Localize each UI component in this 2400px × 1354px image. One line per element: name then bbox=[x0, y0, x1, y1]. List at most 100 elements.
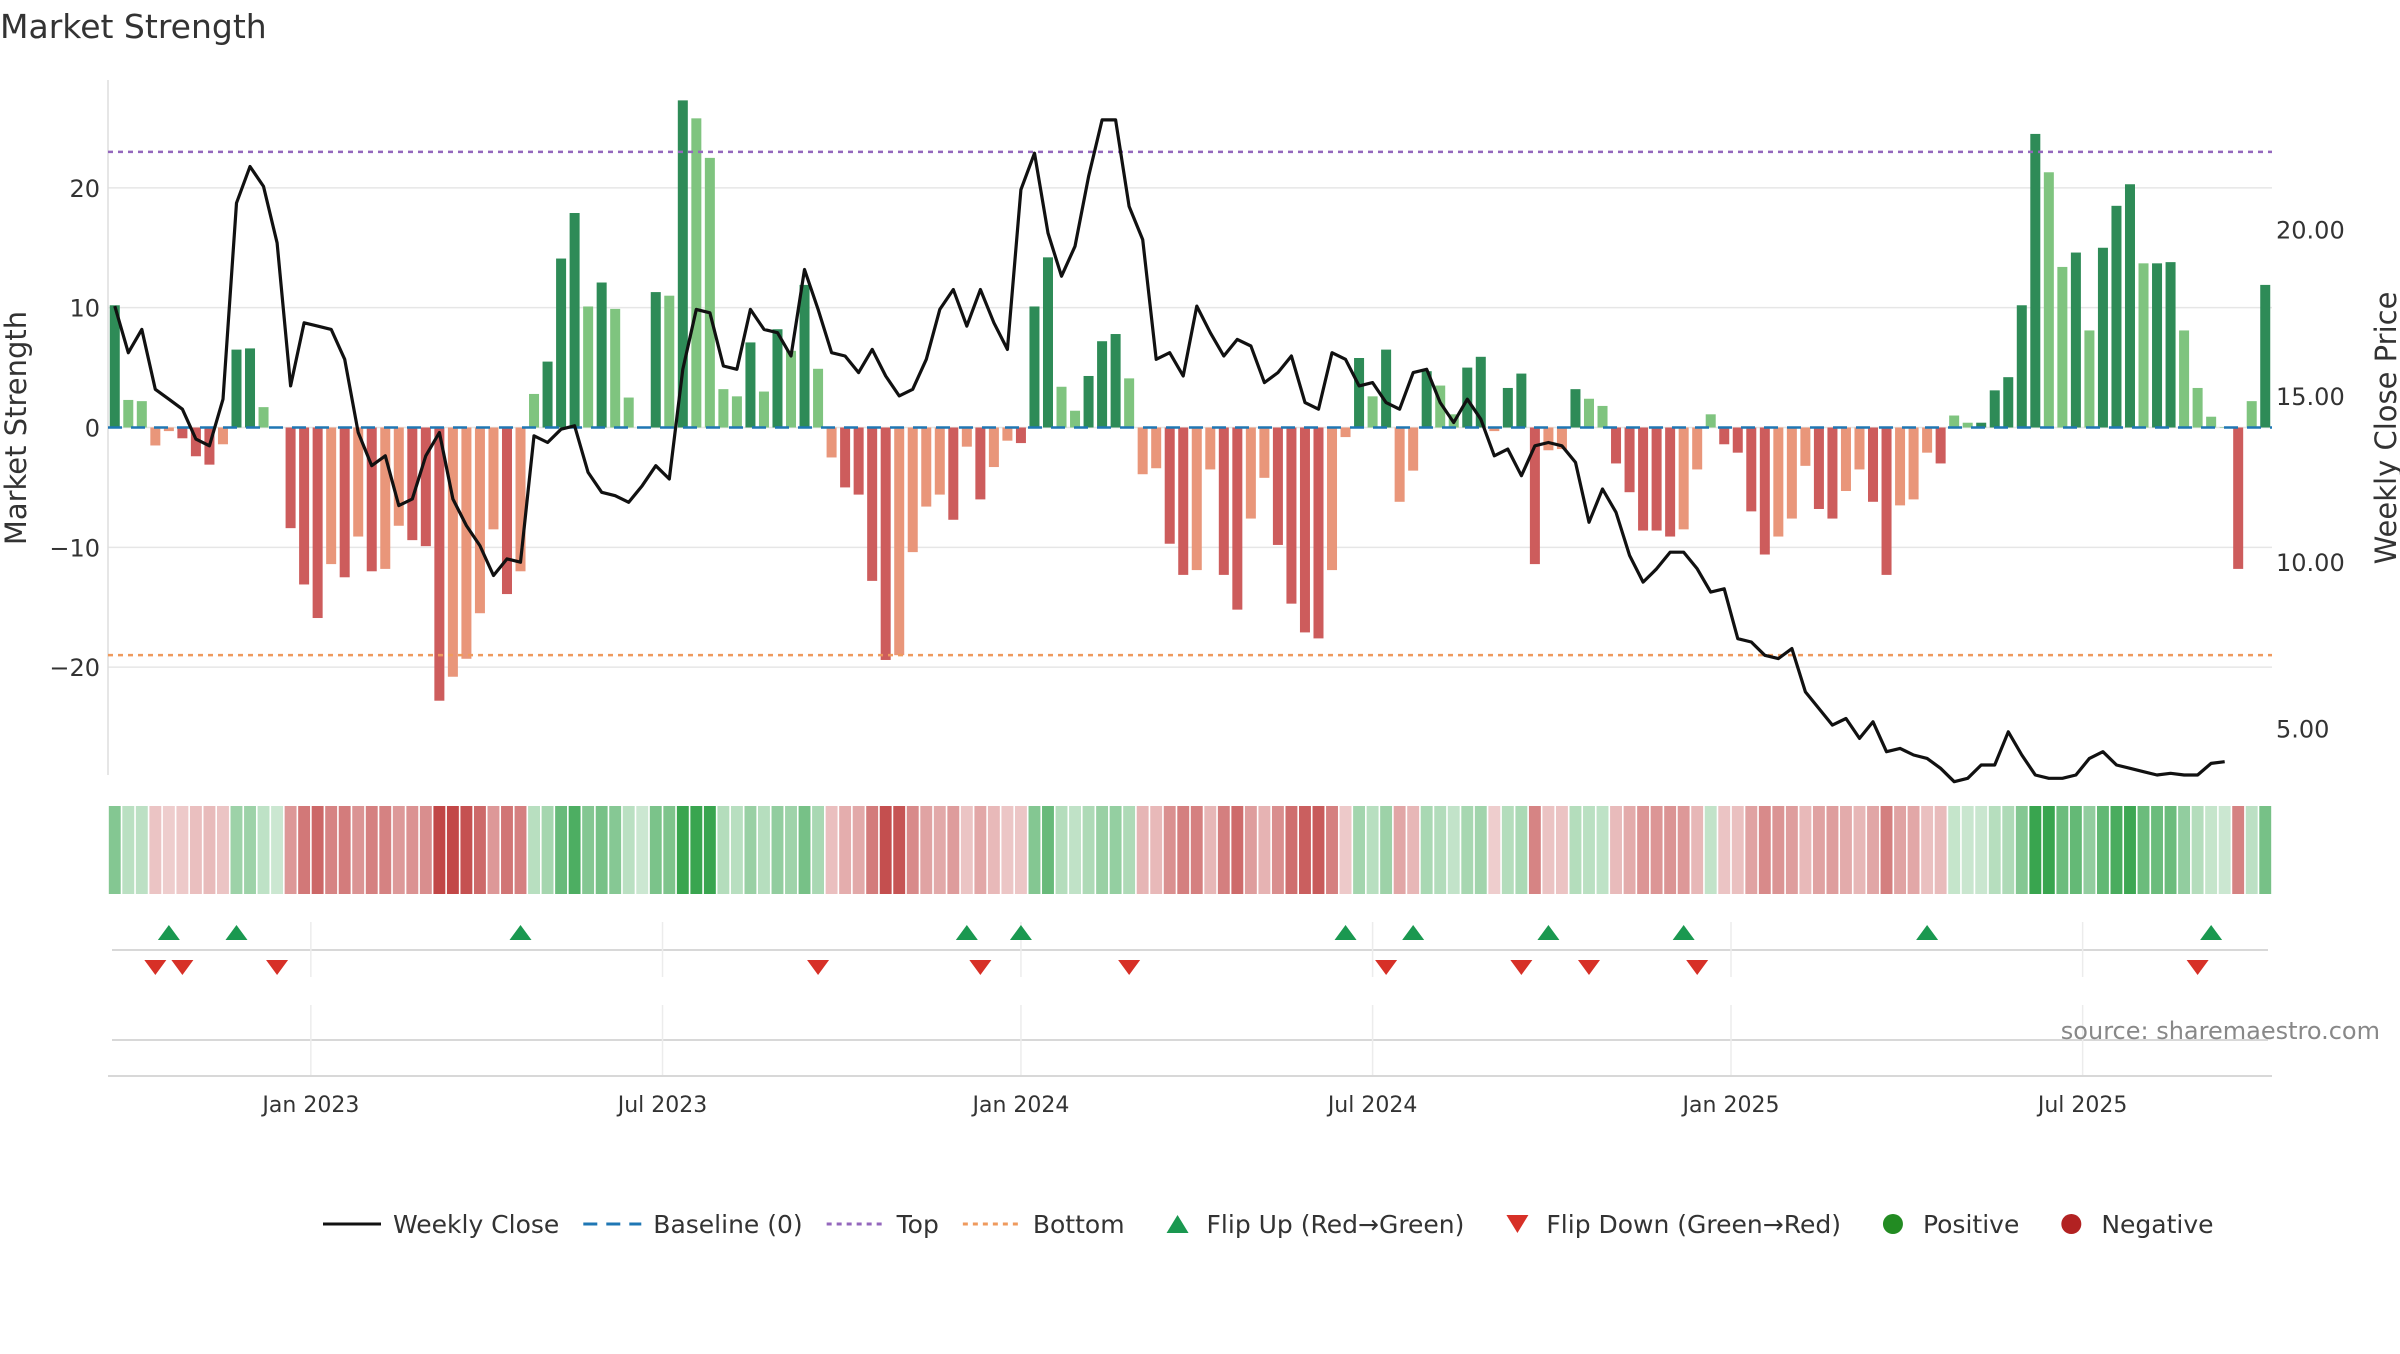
heat-cell bbox=[920, 806, 933, 894]
strength-bar bbox=[339, 427, 350, 578]
heat-cell bbox=[1150, 806, 1163, 894]
strength-bar bbox=[948, 427, 959, 520]
strength-bar bbox=[853, 427, 864, 495]
strength-bar bbox=[1502, 387, 1513, 428]
strength-bar bbox=[772, 329, 783, 428]
strength-bar bbox=[190, 427, 201, 457]
legend-item: Baseline (0) bbox=[583, 1210, 803, 1239]
heat-cell bbox=[419, 806, 432, 894]
heat-cell bbox=[1542, 806, 1555, 894]
heat-cell bbox=[866, 806, 879, 894]
strength-bar bbox=[461, 427, 472, 659]
heat-cell bbox=[1271, 806, 1284, 894]
heat-cell bbox=[1867, 806, 1879, 894]
strength-bar bbox=[2152, 263, 2163, 428]
heat-cell bbox=[1853, 806, 1866, 894]
strength-bar bbox=[299, 427, 310, 585]
heat-cell bbox=[1096, 806, 1109, 894]
heat-cell bbox=[1461, 806, 1474, 894]
heat-cell bbox=[298, 806, 311, 894]
heat-cell bbox=[2029, 806, 2042, 894]
heat-cell bbox=[974, 806, 987, 894]
strength-bar bbox=[975, 427, 986, 500]
heat-cell bbox=[1474, 806, 1487, 894]
strength-bar bbox=[596, 282, 607, 428]
strength-bar bbox=[488, 427, 499, 530]
strength-bar bbox=[1516, 373, 1527, 428]
strength-bar bbox=[217, 427, 228, 445]
heat-cell bbox=[1366, 806, 1379, 894]
heat-cell bbox=[203, 806, 216, 894]
strength-bar bbox=[718, 389, 729, 428]
heat-cell bbox=[501, 806, 513, 894]
legend-dot-icon bbox=[2061, 1214, 2082, 1234]
flip-up-marker bbox=[225, 925, 248, 940]
weekly-close-path bbox=[113, 118, 2225, 784]
heat-cell bbox=[649, 806, 662, 894]
legend-dot-icon bbox=[1882, 1214, 1903, 1234]
heat-cell bbox=[2096, 806, 2109, 894]
heat-cell bbox=[1447, 806, 1460, 894]
strength-bar bbox=[1949, 415, 1960, 428]
strength-bar bbox=[515, 427, 526, 572]
flip-up-marker bbox=[2200, 925, 2223, 940]
heat-cell bbox=[2178, 806, 2191, 894]
heat-cell bbox=[1258, 806, 1271, 894]
strength-bar bbox=[1042, 257, 1053, 428]
heat-cell bbox=[1785, 806, 1798, 894]
heat-cell bbox=[703, 806, 716, 894]
flip-down-marker bbox=[969, 960, 992, 975]
heat-cell bbox=[758, 806, 770, 894]
strength-bar bbox=[529, 393, 540, 428]
heat-cell bbox=[2151, 806, 2163, 894]
strength-bar bbox=[1462, 367, 1473, 428]
strength-bar bbox=[1665, 427, 1676, 537]
heat-cell bbox=[122, 806, 135, 894]
strength-bar bbox=[583, 306, 594, 428]
heat-cell bbox=[1704, 806, 1717, 894]
strength-bar bbox=[1840, 427, 1851, 492]
strength-bar bbox=[2206, 416, 2217, 428]
heat-cell bbox=[1934, 806, 1947, 894]
flip-down-marker bbox=[171, 960, 194, 975]
strength-bar bbox=[366, 427, 377, 572]
heat-cell bbox=[2232, 806, 2245, 894]
heat-cell bbox=[1812, 806, 1825, 894]
flip-markers-panel bbox=[112, 922, 2268, 977]
right-tick-label: 10.00 bbox=[2276, 549, 2345, 577]
heat-cell bbox=[1921, 806, 1934, 894]
legend-item: Flip Down (Green→Red) bbox=[1506, 1210, 1841, 1239]
heat-cell bbox=[1975, 806, 1988, 894]
flip-up-marker bbox=[509, 925, 532, 940]
strength-bar bbox=[1976, 422, 1987, 428]
heat-cell bbox=[2002, 806, 2015, 894]
strength-bar bbox=[1286, 427, 1297, 604]
heat-cell bbox=[1691, 806, 1704, 894]
strength-bar bbox=[1110, 334, 1121, 428]
heat-cell bbox=[1163, 806, 1176, 894]
strength-bar bbox=[1029, 306, 1040, 428]
heat-cell bbox=[2259, 806, 2272, 894]
strength-bar bbox=[1759, 427, 1770, 555]
strength-bar bbox=[907, 427, 918, 553]
heat-cell bbox=[1650, 806, 1663, 894]
strength-bar bbox=[1489, 427, 1500, 432]
heat-cell bbox=[771, 806, 784, 894]
x-axis: Jan 2023 Jul 2023 Jan 2024 Jul 2024 Jan 2025… bbox=[108, 1075, 2272, 1118]
strength-bar bbox=[1908, 427, 1919, 500]
weekly-close-line bbox=[113, 118, 2225, 784]
heat-cell bbox=[893, 806, 906, 894]
heat-cell bbox=[2083, 806, 2096, 894]
heat-cell bbox=[825, 806, 838, 894]
strength-bar bbox=[623, 397, 634, 428]
strength-bar bbox=[1151, 427, 1162, 469]
strength-bar bbox=[921, 427, 932, 507]
strength-bar bbox=[1070, 410, 1081, 428]
heat-cell bbox=[162, 806, 175, 894]
strength-bar bbox=[420, 427, 431, 547]
strength-bar bbox=[258, 407, 269, 428]
heat-cell bbox=[406, 806, 419, 894]
legend-label: Weekly Close bbox=[393, 1210, 559, 1239]
heat-cell bbox=[1312, 806, 1325, 894]
